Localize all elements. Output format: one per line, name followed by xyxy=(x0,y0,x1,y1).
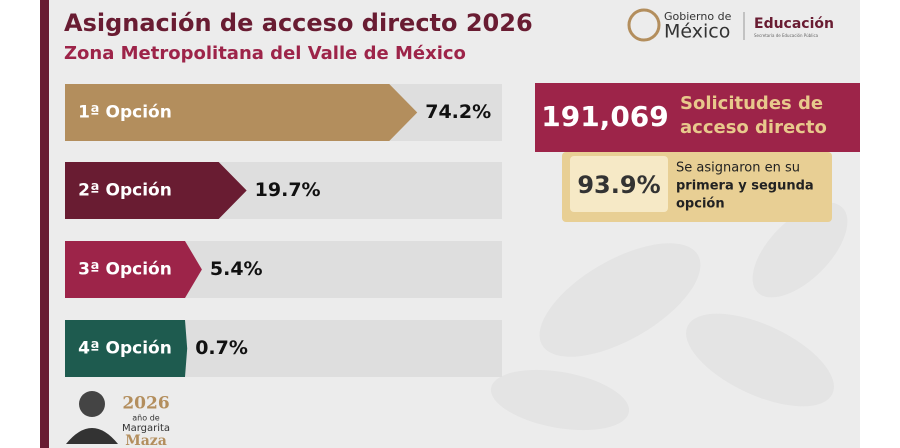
footer-year: 2026 xyxy=(122,394,169,414)
emblem xyxy=(627,8,661,42)
total-value: 191,069 xyxy=(541,100,669,133)
logo-text: Gobierno de xyxy=(664,10,732,23)
share-label: primera y segunda xyxy=(676,179,814,194)
value-label: 0.7% xyxy=(195,337,248,359)
category-label: 3ª Opción xyxy=(78,260,172,280)
total-label: Solicitudes de xyxy=(680,93,823,114)
category-label: 2ª Opción xyxy=(78,181,172,201)
category-block xyxy=(65,162,185,219)
bar xyxy=(185,320,188,377)
category-block xyxy=(65,241,185,298)
bar xyxy=(185,241,202,298)
value-label: 74.2% xyxy=(425,101,491,123)
value-label: 5.4% xyxy=(210,258,263,280)
category-block xyxy=(65,84,185,141)
logo-text: México xyxy=(664,21,730,43)
share-label: Se asignaron en su xyxy=(676,161,800,176)
logo-text: Secretaría de Educación Pública xyxy=(754,33,819,38)
value-label: 19.7% xyxy=(255,179,321,201)
category-label: 1ª Opción xyxy=(78,103,172,123)
side-stripe xyxy=(40,0,49,448)
subtitle: Zona Metropolitana del Valle de México xyxy=(64,43,466,64)
bar xyxy=(185,162,247,219)
share-inner xyxy=(570,156,668,212)
total-box xyxy=(535,83,860,152)
footer-text: Margarita xyxy=(122,423,170,434)
bar xyxy=(185,84,418,141)
share-label: opción xyxy=(676,197,725,212)
background-pattern xyxy=(490,202,848,431)
footer-text: año de xyxy=(132,414,159,423)
logo-text: Educación xyxy=(754,16,834,32)
total-label: acceso directo xyxy=(680,117,827,138)
portrait xyxy=(66,391,118,444)
footer-text: Maza xyxy=(125,433,167,448)
share-value: 93.9% xyxy=(577,171,660,199)
category-block xyxy=(65,320,185,377)
title: Asignación de acceso directo 2026 xyxy=(64,9,533,37)
category-label: 4ª Opción xyxy=(78,339,172,359)
